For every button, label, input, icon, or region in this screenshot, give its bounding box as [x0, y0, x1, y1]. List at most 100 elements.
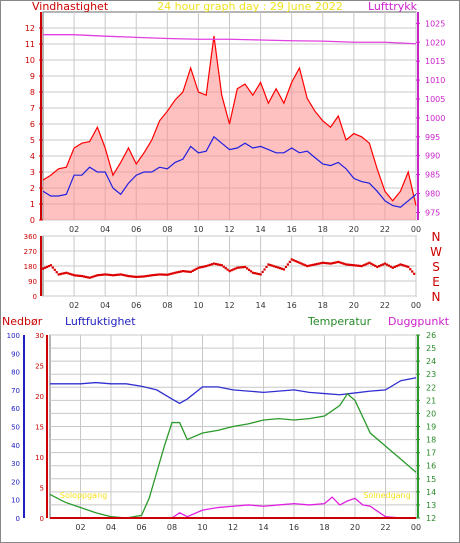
direction-point	[183, 270, 187, 273]
direction-point	[86, 276, 89, 279]
direction-point	[158, 273, 161, 276]
direction-point	[399, 263, 402, 266]
direction-point	[244, 265, 247, 269]
direction-point	[172, 272, 175, 275]
direction-point	[133, 275, 136, 278]
humidity-y-tick-label: 15	[35, 424, 44, 432]
dir-x-tick-label: 22	[380, 301, 390, 310]
direction-point	[325, 262, 328, 265]
wind-y-tick-label: 8	[30, 88, 35, 97]
direction-point	[298, 261, 301, 264]
wind-y-tick-label: 12	[25, 24, 35, 33]
direction-point	[168, 273, 171, 276]
direction-point	[226, 268, 229, 271]
dir-x-tick-label: 04	[100, 301, 110, 310]
dir-x-tick-label: 08	[162, 301, 172, 310]
wind-gust-line	[42, 35, 417, 206]
dir-x-tick-label: 10	[193, 301, 203, 310]
wind-x-tick-label: 00	[411, 225, 421, 234]
wind-y-tick-label: 3	[30, 168, 35, 177]
direction-point	[319, 262, 323, 265]
pressure-y-tick-label: 1015	[425, 57, 445, 66]
wind-y-tick-label: 4	[30, 152, 35, 161]
temperature-y-tick-label: 14	[426, 488, 436, 497]
hum-x-tick-label: 00	[411, 523, 421, 532]
direction-point	[381, 263, 385, 266]
direction-point	[144, 275, 148, 278]
direction-point	[275, 265, 278, 269]
temperature-y-tick-label: 19	[426, 423, 436, 432]
direction-point	[199, 266, 202, 269]
humidity-line	[50, 377, 417, 405]
direction-point	[61, 272, 64, 275]
direction-point	[119, 273, 122, 276]
direction-point	[383, 262, 387, 265]
direction-point	[181, 270, 185, 273]
direction-point	[92, 275, 95, 278]
direction-point	[234, 267, 237, 270]
direction-point	[179, 270, 183, 273]
direction-point	[251, 271, 255, 274]
direction-point	[55, 271, 58, 274]
dir-y-tick-label: 180	[24, 263, 37, 271]
direction-point	[109, 273, 113, 277]
direction-point	[387, 264, 391, 267]
direction-point	[391, 266, 394, 269]
direction-point	[403, 264, 406, 267]
direction-point	[71, 273, 74, 276]
direction-point	[288, 260, 291, 264]
direction-point	[269, 263, 272, 267]
precip-y-tick-label: 90	[11, 350, 20, 358]
pressure-y-tick-label: 1000	[425, 114, 445, 123]
hum-x-tick-label: 10	[197, 523, 207, 532]
precip-y-tick-label: 30	[11, 460, 20, 468]
direction-point	[47, 265, 51, 268]
direction-point	[405, 265, 408, 268]
humidity-axis-label: Luftfuktighet	[65, 315, 136, 328]
precip-y-tick-label: 20	[11, 478, 20, 486]
direction-point	[372, 263, 375, 266]
humidity-y-tick-label: 0	[40, 515, 44, 523]
direction-point	[358, 264, 361, 267]
direction-point	[294, 260, 297, 263]
direction-point	[195, 267, 198, 270]
compass-label: W	[430, 245, 442, 259]
direction-point	[302, 263, 305, 266]
direction-point	[106, 273, 109, 276]
direction-point	[304, 264, 307, 267]
temperature-y-tick-label: 22	[426, 383, 436, 392]
hum-x-tick-label: 04	[106, 523, 116, 532]
direction-point	[333, 261, 336, 264]
direction-point	[376, 265, 379, 269]
direction-point	[125, 274, 128, 277]
direction-point	[139, 275, 142, 278]
direction-point	[123, 274, 126, 277]
direction-point	[255, 272, 258, 275]
direction-point	[65, 271, 68, 274]
temperature-y-tick-label: 20	[426, 409, 436, 418]
pressure-y-tick-label: 995	[425, 133, 440, 142]
temperature-y-tick-label: 25	[426, 344, 436, 353]
direction-point	[88, 276, 91, 279]
precip-y-tick-label: 100	[7, 332, 20, 340]
dir-x-tick-label: 00	[411, 301, 421, 310]
direction-point	[129, 275, 132, 278]
wind-y-tick-label: 2	[30, 184, 35, 193]
direction-point	[407, 265, 410, 269]
direction-point	[341, 262, 344, 265]
direction-point	[152, 273, 155, 277]
direction-point	[42, 267, 45, 270]
humidity-y-tick-label: 20	[35, 393, 44, 401]
direction-point	[236, 266, 239, 269]
direction-point	[187, 270, 190, 273]
temperature-y-tick-label: 21	[426, 396, 436, 405]
direction-point	[279, 267, 282, 270]
wind-x-tick-label: 06	[131, 225, 141, 234]
humidity-y-tick-label: 10	[35, 454, 44, 462]
direction-point	[113, 273, 117, 277]
direction-point	[43, 266, 47, 269]
direction-point	[150, 274, 153, 277]
direction-point	[121, 273, 124, 276]
dir-x-tick-label: 06	[131, 301, 141, 310]
